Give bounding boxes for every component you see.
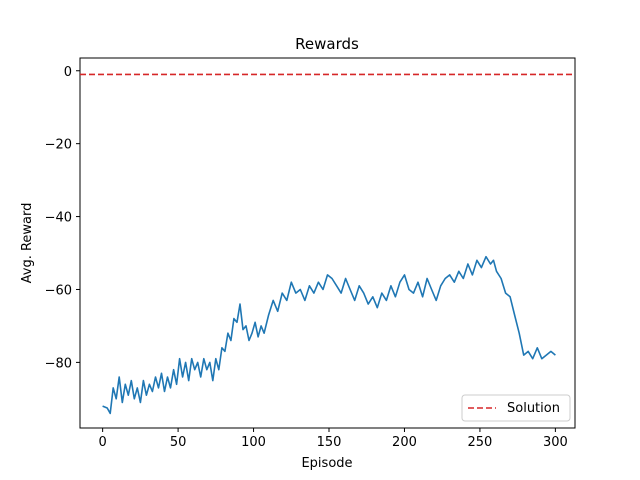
y-tick-label: 0 <box>64 65 72 80</box>
chart-title: Rewards <box>295 35 359 53</box>
y-axis-label: Avg. Reward <box>20 203 35 284</box>
y-tick-label: −20 <box>45 138 72 153</box>
x-tick-label: 150 <box>317 435 342 450</box>
y-axis-ticks: 0 −20 −40 −60 −80 <box>45 65 80 371</box>
x-tick-label: 100 <box>241 435 266 450</box>
legend: Solution <box>461 394 571 422</box>
x-axis-label: Episode <box>301 456 352 471</box>
y-tick-label: −40 <box>45 211 72 226</box>
legend-frame <box>461 394 571 422</box>
series-line-avg-reward <box>102 255 556 415</box>
y-tick-label: −60 <box>45 283 72 298</box>
x-tick-label: 300 <box>543 435 568 450</box>
x-tick-label: 50 <box>170 435 187 450</box>
plot-area-frame <box>79 57 576 429</box>
x-tick-label: 250 <box>468 435 493 450</box>
x-axis-ticks: 0 50 100 150 200 250 300 <box>98 428 568 450</box>
x-tick-label: 0 <box>98 435 106 450</box>
legend-label-solution: Solution <box>507 401 560 416</box>
x-tick-label: 200 <box>392 435 417 450</box>
y-tick-label: −80 <box>45 356 72 371</box>
